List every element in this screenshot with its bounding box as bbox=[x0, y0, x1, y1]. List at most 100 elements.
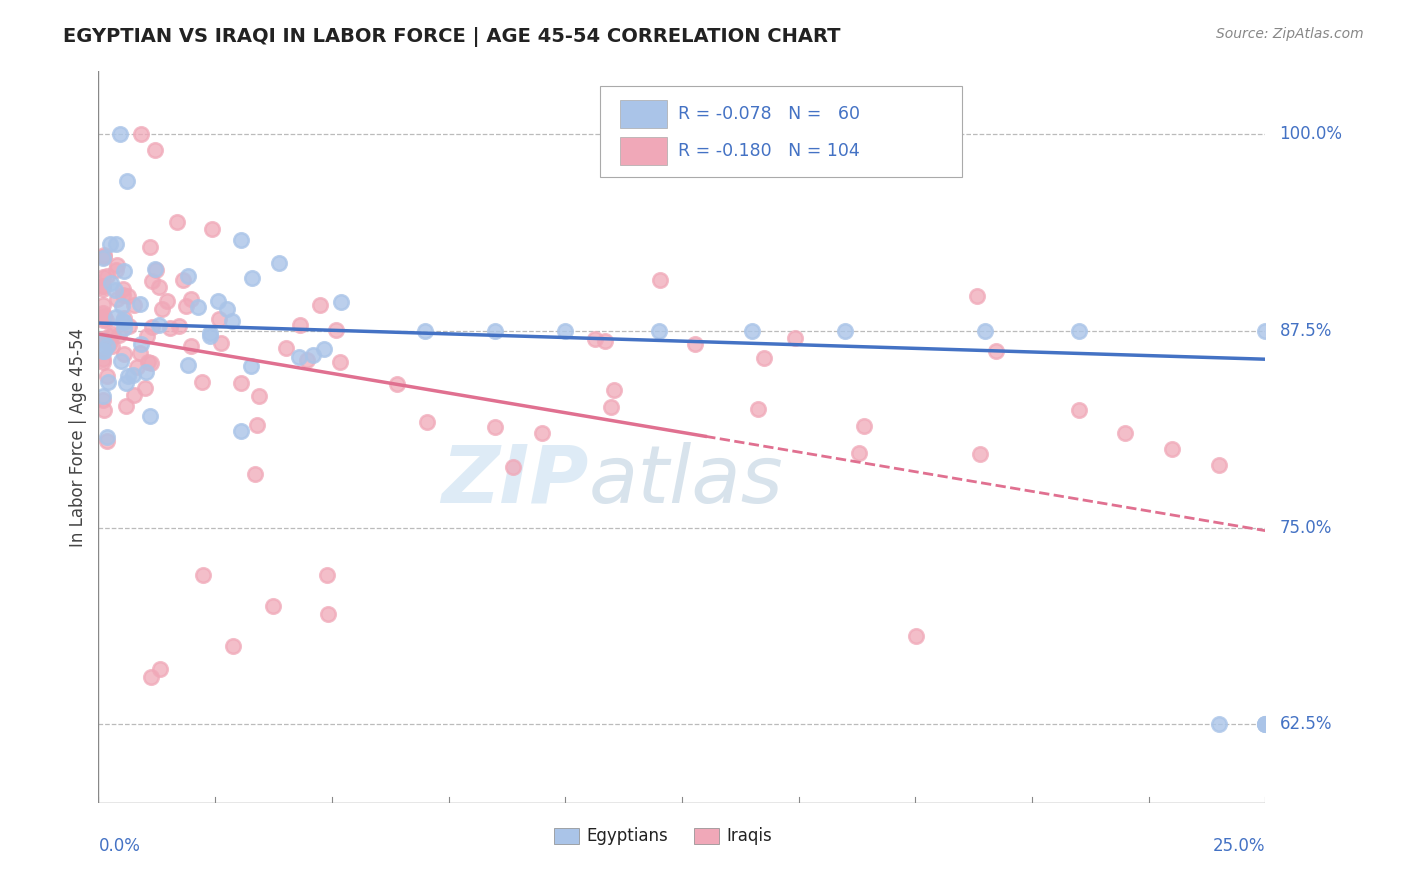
Text: EGYPTIAN VS IRAQI IN LABOR FORCE | AGE 45-54 CORRELATION CHART: EGYPTIAN VS IRAQI IN LABOR FORCE | AGE 4… bbox=[63, 27, 841, 46]
Text: 87.5%: 87.5% bbox=[1279, 322, 1331, 340]
Point bbox=[177, 358, 200, 372]
Point bbox=[1254, 324, 1277, 338]
Text: R = -0.180   N = 104: R = -0.180 N = 104 bbox=[679, 142, 860, 160]
Point bbox=[593, 334, 616, 348]
Point bbox=[139, 356, 162, 370]
Point bbox=[159, 320, 181, 334]
FancyBboxPatch shape bbox=[600, 86, 962, 178]
Point bbox=[156, 293, 179, 308]
Point bbox=[96, 430, 118, 444]
Point bbox=[97, 375, 120, 389]
Point bbox=[118, 319, 141, 334]
Text: R = -0.078   N =   60: R = -0.078 N = 60 bbox=[679, 105, 860, 123]
Point bbox=[848, 446, 870, 460]
Point bbox=[91, 334, 114, 348]
Bar bbox=[554, 829, 579, 845]
Point bbox=[208, 311, 231, 326]
Point bbox=[117, 174, 139, 188]
Point bbox=[111, 299, 134, 313]
Point bbox=[112, 288, 135, 302]
Point bbox=[683, 336, 706, 351]
Point bbox=[295, 353, 318, 368]
Point bbox=[141, 670, 163, 684]
Point bbox=[974, 324, 997, 338]
Point bbox=[969, 447, 991, 461]
Point bbox=[141, 274, 163, 288]
Point bbox=[101, 326, 124, 341]
Point bbox=[207, 294, 229, 309]
Point bbox=[554, 324, 576, 338]
Point bbox=[134, 381, 156, 395]
Point bbox=[112, 347, 135, 361]
Text: Iraqis: Iraqis bbox=[727, 827, 772, 845]
Point bbox=[136, 355, 159, 369]
Text: ZIP: ZIP bbox=[441, 442, 589, 520]
Point bbox=[217, 302, 239, 317]
Point bbox=[91, 355, 114, 369]
Point bbox=[785, 331, 807, 345]
Point bbox=[93, 248, 115, 262]
Point bbox=[93, 250, 115, 264]
Point bbox=[145, 263, 167, 277]
Point bbox=[231, 234, 253, 248]
Point bbox=[650, 273, 672, 287]
Point bbox=[104, 310, 127, 324]
Point bbox=[276, 341, 298, 355]
Point bbox=[100, 276, 122, 290]
Point bbox=[287, 350, 309, 364]
Point bbox=[122, 388, 145, 402]
Point bbox=[834, 324, 856, 338]
Point bbox=[108, 128, 131, 142]
Point bbox=[129, 337, 152, 351]
Point bbox=[187, 301, 209, 315]
Point bbox=[139, 240, 162, 254]
Point bbox=[97, 337, 120, 351]
Bar bbox=[620, 137, 666, 165]
Point bbox=[149, 662, 172, 676]
Point bbox=[110, 354, 132, 368]
Point bbox=[1254, 717, 1277, 731]
Point bbox=[1067, 402, 1090, 417]
Point bbox=[136, 329, 159, 343]
Point bbox=[583, 332, 606, 346]
Point bbox=[603, 383, 626, 397]
Point bbox=[91, 332, 114, 346]
Point bbox=[115, 376, 138, 390]
Point bbox=[94, 312, 117, 326]
Point bbox=[966, 289, 988, 303]
Point bbox=[288, 318, 311, 332]
Point bbox=[484, 420, 506, 434]
Point bbox=[531, 425, 554, 440]
Text: Source: ZipAtlas.com: Source: ZipAtlas.com bbox=[1216, 27, 1364, 41]
Point bbox=[91, 343, 114, 358]
Point bbox=[1208, 458, 1230, 472]
Point bbox=[904, 629, 927, 643]
Point bbox=[647, 324, 669, 338]
Point bbox=[150, 301, 173, 316]
Point bbox=[174, 299, 197, 313]
Point bbox=[741, 324, 763, 338]
Point bbox=[209, 336, 232, 351]
Point bbox=[107, 292, 129, 306]
Text: 25.0%: 25.0% bbox=[1213, 838, 1265, 855]
Point bbox=[416, 415, 439, 429]
Point bbox=[112, 316, 135, 330]
Text: 100.0%: 100.0% bbox=[1279, 125, 1343, 144]
Text: Egyptians: Egyptians bbox=[586, 827, 668, 845]
Point bbox=[105, 237, 128, 252]
Point bbox=[111, 282, 134, 296]
Point bbox=[93, 344, 115, 359]
Point bbox=[853, 418, 876, 433]
Point bbox=[127, 360, 149, 375]
Point bbox=[91, 313, 114, 327]
Point bbox=[166, 215, 188, 229]
Point bbox=[114, 311, 136, 326]
Point bbox=[141, 319, 163, 334]
Point bbox=[239, 359, 262, 373]
Point bbox=[600, 400, 623, 414]
Point bbox=[200, 326, 222, 340]
Point bbox=[139, 409, 162, 424]
Point bbox=[752, 351, 775, 366]
Point bbox=[221, 314, 243, 328]
Point bbox=[93, 309, 115, 323]
